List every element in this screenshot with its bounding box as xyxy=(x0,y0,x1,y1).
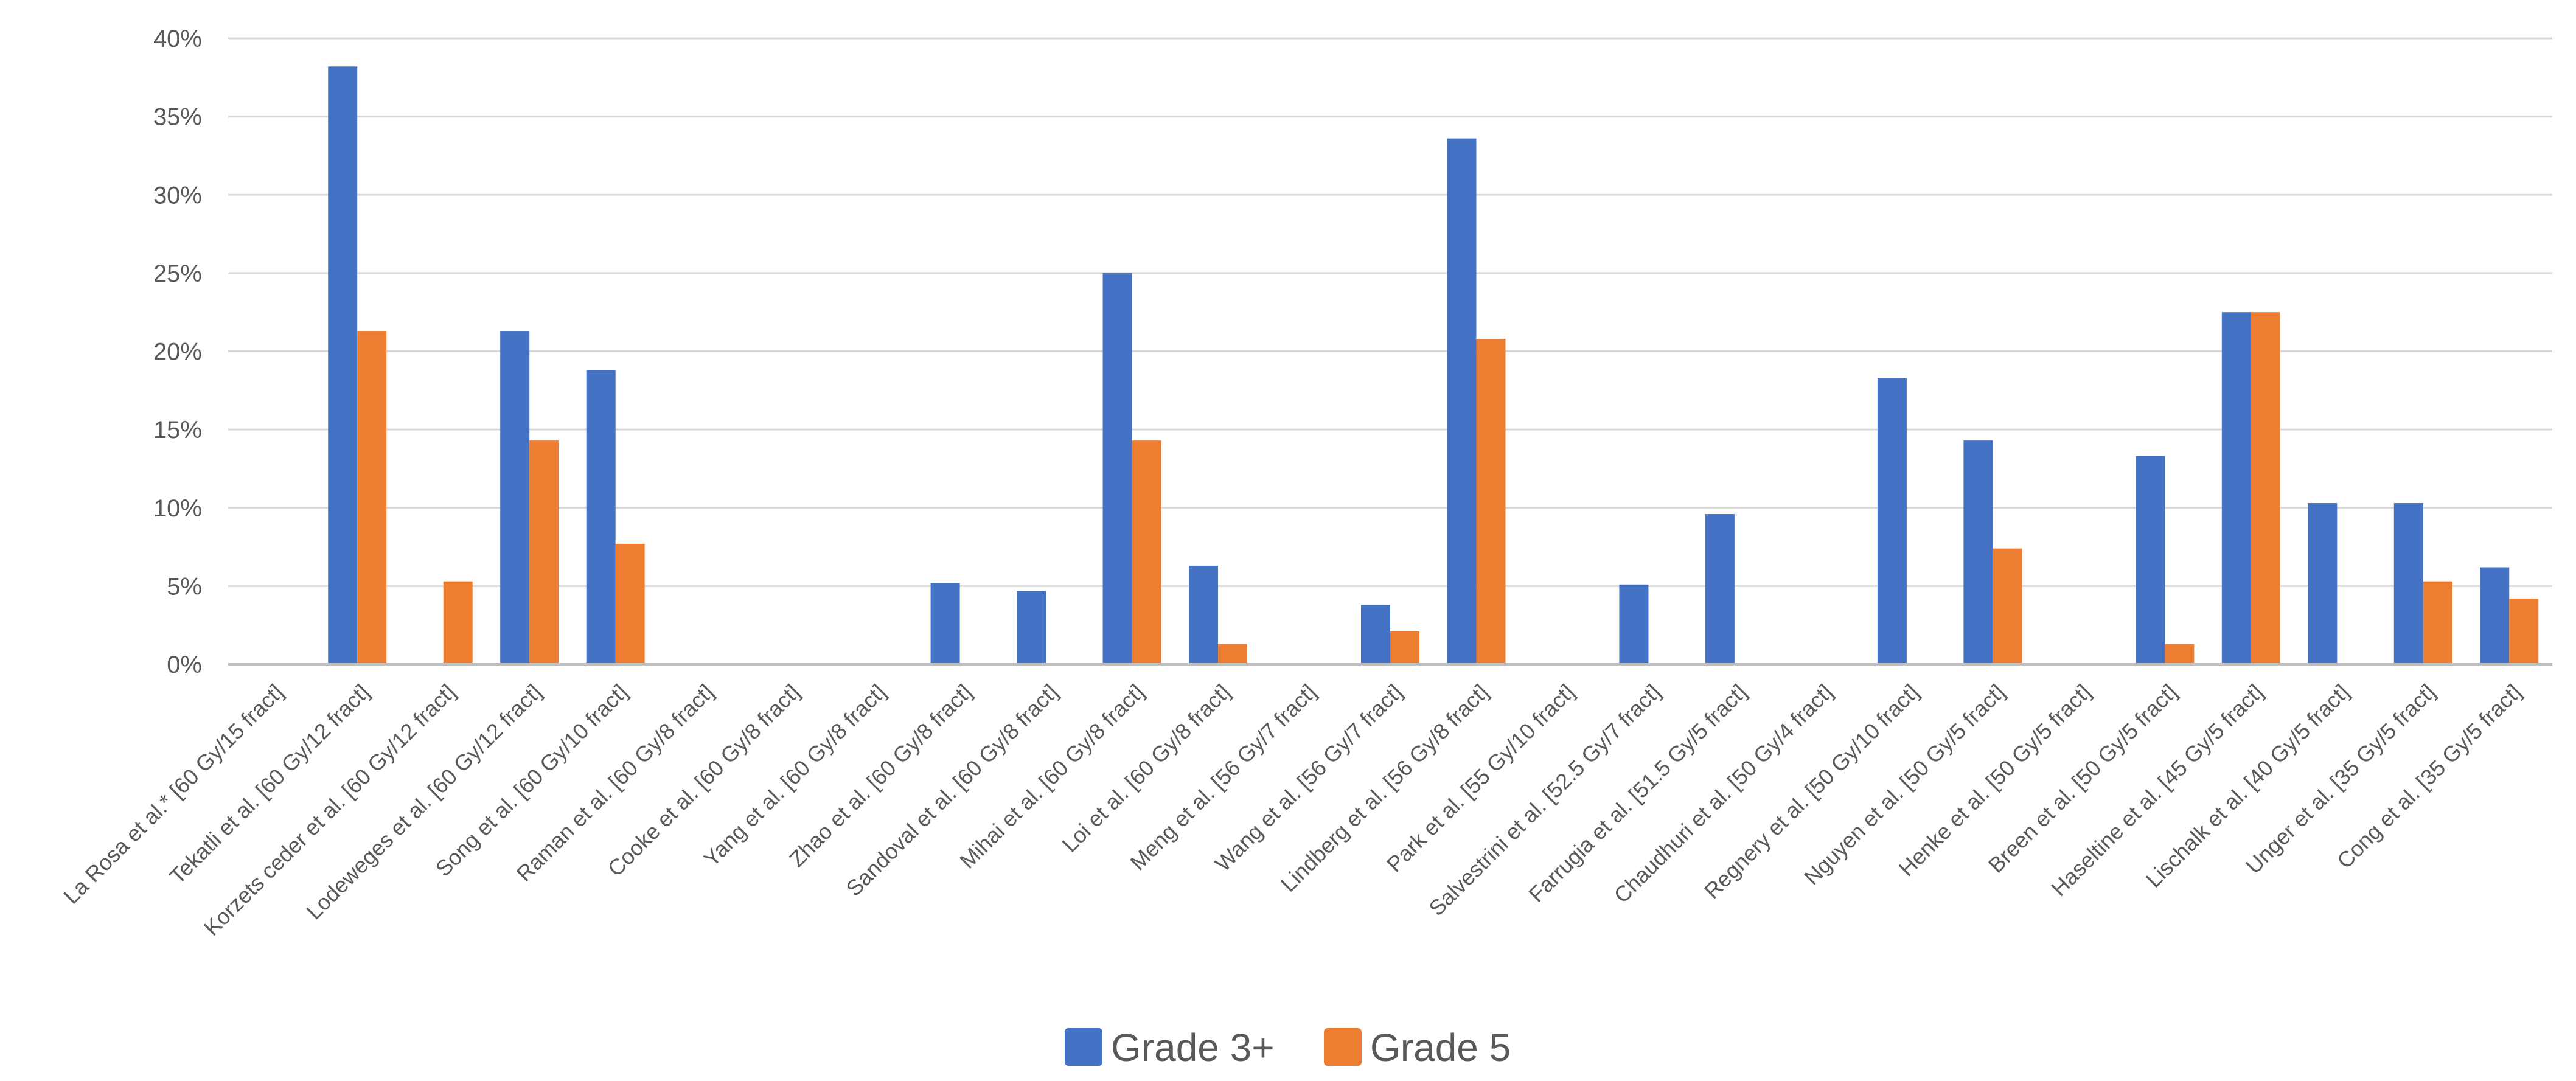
y-tick-label: 40% xyxy=(153,26,202,52)
bar-grade-3plus xyxy=(500,331,530,664)
bar-grade-5 xyxy=(1476,338,1506,664)
legend-label-grade-3plus: Grade 3+ xyxy=(1111,1026,1275,1069)
bar-grade-3plus xyxy=(2393,503,2423,664)
x-axis-category-labels: La Rosa et al.* [60 Gy/15 fract]Tekatli … xyxy=(58,680,2526,940)
bar-grade-3plus xyxy=(1447,138,1477,664)
y-tick-label: 15% xyxy=(153,417,202,443)
bar-grade-5 xyxy=(1993,548,2022,664)
bar-grade-5 xyxy=(2165,644,2195,664)
bars xyxy=(328,66,2539,665)
bar-grade-3plus xyxy=(2136,456,2165,664)
x-category-label: Cong et al. [35 Gy/5 fract] xyxy=(2332,680,2526,874)
bar-grade-3plus xyxy=(2480,567,2510,664)
y-tick-label: 5% xyxy=(167,573,202,600)
bar-grade-5 xyxy=(529,440,559,664)
bar-grade-3plus xyxy=(1963,440,1993,664)
bar-grade-5 xyxy=(1132,440,1161,664)
legend-swatch-grade-5 xyxy=(1324,1028,1362,1066)
bar-grade-5 xyxy=(2509,598,2539,664)
bar-grade-5 xyxy=(443,581,473,664)
y-axis-tick-labels: 0% 5% 10% 15% 20% 25% 30% 35% 40% xyxy=(153,26,202,678)
y-tick-label: 30% xyxy=(153,182,202,209)
x-category-label: Loi et al. [60 Gy/8 fract] xyxy=(1057,680,1235,857)
bar-grade-3plus xyxy=(1102,273,1132,664)
bar-grade-3plus xyxy=(1705,514,1735,664)
bar-grade-3plus xyxy=(2308,503,2338,664)
bar-grade-5 xyxy=(615,543,645,664)
bar-grade-3plus xyxy=(328,66,358,665)
bar-grade-5 xyxy=(2251,312,2280,664)
bar-grade-3plus xyxy=(2221,312,2251,664)
legend: Grade 3+ Grade 5 xyxy=(1065,1026,1511,1069)
y-tick-label: 35% xyxy=(153,104,202,131)
y-tick-label: 25% xyxy=(153,260,202,287)
bar-grade-5 xyxy=(1218,644,1248,664)
bar-grade-3plus xyxy=(1017,591,1046,664)
x-category-label: Yang et al. [60 Gy/8 fract] xyxy=(698,680,891,872)
bar-grade-3plus xyxy=(930,583,960,664)
legend-label-grade-5: Grade 5 xyxy=(1370,1026,1511,1069)
y-tick-label: 20% xyxy=(153,339,202,366)
gridlines xyxy=(228,37,2552,666)
bar-grade-3plus xyxy=(586,370,616,664)
bar-grade-3plus xyxy=(1361,605,1390,664)
y-tick-label: 0% xyxy=(167,652,202,678)
legend-swatch-grade-3plus xyxy=(1065,1028,1102,1066)
bar-grade-3plus xyxy=(1619,584,1649,664)
bar-grade-5 xyxy=(357,331,387,664)
x-category-label: Zhao et al. [60 Gy/8 fract] xyxy=(784,680,976,872)
bar-grade-5 xyxy=(1390,631,1419,664)
bar-grade-5 xyxy=(2423,581,2452,664)
y-tick-label: 10% xyxy=(153,495,202,522)
bar-grade-3plus xyxy=(1877,378,1907,664)
bar-grade-3plus xyxy=(1189,565,1219,664)
